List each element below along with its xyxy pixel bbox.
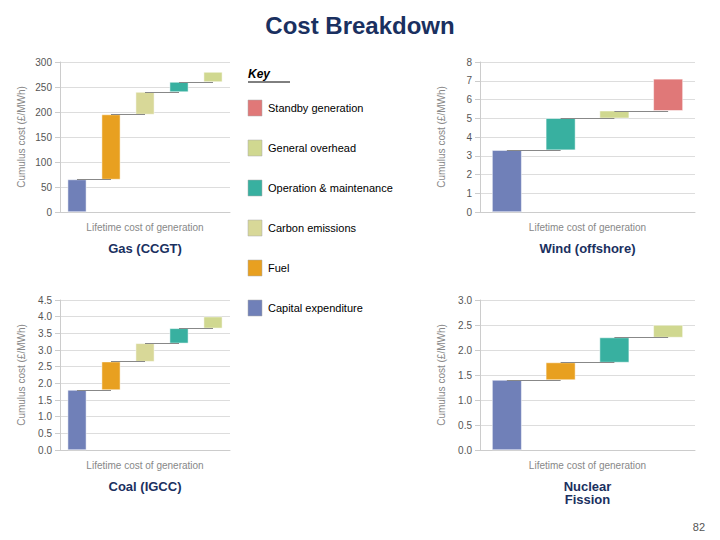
svg-text:3: 3 — [466, 150, 472, 161]
svg-text:Lifetime cost of generation: Lifetime cost of generation — [86, 222, 203, 233]
svg-text:2.0: 2.0 — [458, 345, 472, 356]
svg-text:1.5: 1.5 — [38, 395, 52, 406]
svg-text:General overhead: General overhead — [268, 142, 356, 154]
svg-text:82: 82 — [693, 521, 705, 533]
svg-text:Cumulus cost (£/MWh): Cumulus cost (£/MWh) — [436, 86, 447, 188]
svg-text:0.0: 0.0 — [38, 445, 52, 456]
svg-text:1.0: 1.0 — [38, 411, 52, 422]
svg-text:Fuel: Fuel — [268, 262, 289, 274]
svg-text:Nuclear: Nuclear — [563, 479, 612, 494]
svg-text:200: 200 — [35, 107, 52, 118]
svg-text:1.0: 1.0 — [458, 395, 472, 406]
svg-text:6: 6 — [466, 94, 472, 105]
svg-text:0.5: 0.5 — [458, 420, 472, 431]
svg-text:Gas (CCGT): Gas (CCGT) — [108, 241, 182, 256]
svg-text:0.5: 0.5 — [38, 428, 52, 439]
svg-text:2: 2 — [466, 169, 472, 180]
svg-text:Lifetime cost of generation: Lifetime cost of generation — [529, 460, 646, 471]
svg-text:Standby generation: Standby generation — [268, 102, 363, 114]
svg-text:8: 8 — [466, 57, 472, 68]
svg-text:7: 7 — [466, 75, 472, 86]
svg-text:3.5: 3.5 — [38, 328, 52, 339]
svg-text:Key: Key — [248, 67, 271, 81]
svg-text:300: 300 — [35, 57, 52, 68]
svg-text:Wind (offshore): Wind (offshore) — [540, 241, 636, 256]
svg-text:250: 250 — [35, 82, 52, 93]
svg-text:3.0: 3.0 — [458, 295, 472, 306]
svg-text:2.5: 2.5 — [458, 320, 472, 331]
svg-text:50: 50 — [41, 182, 53, 193]
svg-text:3.0: 3.0 — [38, 345, 52, 356]
svg-text:2.5: 2.5 — [38, 361, 52, 372]
svg-text:1: 1 — [466, 188, 472, 199]
svg-text:Cumulus cost (£/MWh): Cumulus cost (£/MWh) — [16, 86, 27, 188]
svg-text:150: 150 — [35, 132, 52, 143]
svg-text:4.0: 4.0 — [38, 311, 52, 322]
svg-text:Cumulus cost (£/MWh): Cumulus cost (£/MWh) — [16, 324, 27, 426]
svg-text:4.5: 4.5 — [38, 295, 52, 306]
svg-text:Coal (IGCC): Coal (IGCC) — [109, 479, 182, 494]
svg-text:4: 4 — [466, 132, 472, 143]
svg-text:0.0: 0.0 — [458, 445, 472, 456]
svg-text:Capital expenditure: Capital expenditure — [268, 302, 363, 314]
svg-text:Cumulus cost (£/MWh): Cumulus cost (£/MWh) — [436, 324, 447, 426]
svg-text:Fission: Fission — [565, 492, 611, 507]
svg-text:0: 0 — [466, 207, 472, 218]
svg-text:Cost Breakdown: Cost Breakdown — [265, 12, 454, 39]
svg-text:100: 100 — [35, 157, 52, 168]
svg-text:2.0: 2.0 — [38, 378, 52, 389]
svg-text:5: 5 — [466, 113, 472, 124]
svg-text:Lifetime cost of generation: Lifetime cost of generation — [86, 460, 203, 471]
svg-text:Operation & maintenance: Operation & maintenance — [268, 182, 393, 194]
svg-text:Lifetime cost of generation: Lifetime cost of generation — [529, 222, 646, 233]
svg-text:0: 0 — [46, 207, 52, 218]
svg-text:Carbon emissions: Carbon emissions — [268, 222, 357, 234]
svg-text:1.5: 1.5 — [458, 370, 472, 381]
